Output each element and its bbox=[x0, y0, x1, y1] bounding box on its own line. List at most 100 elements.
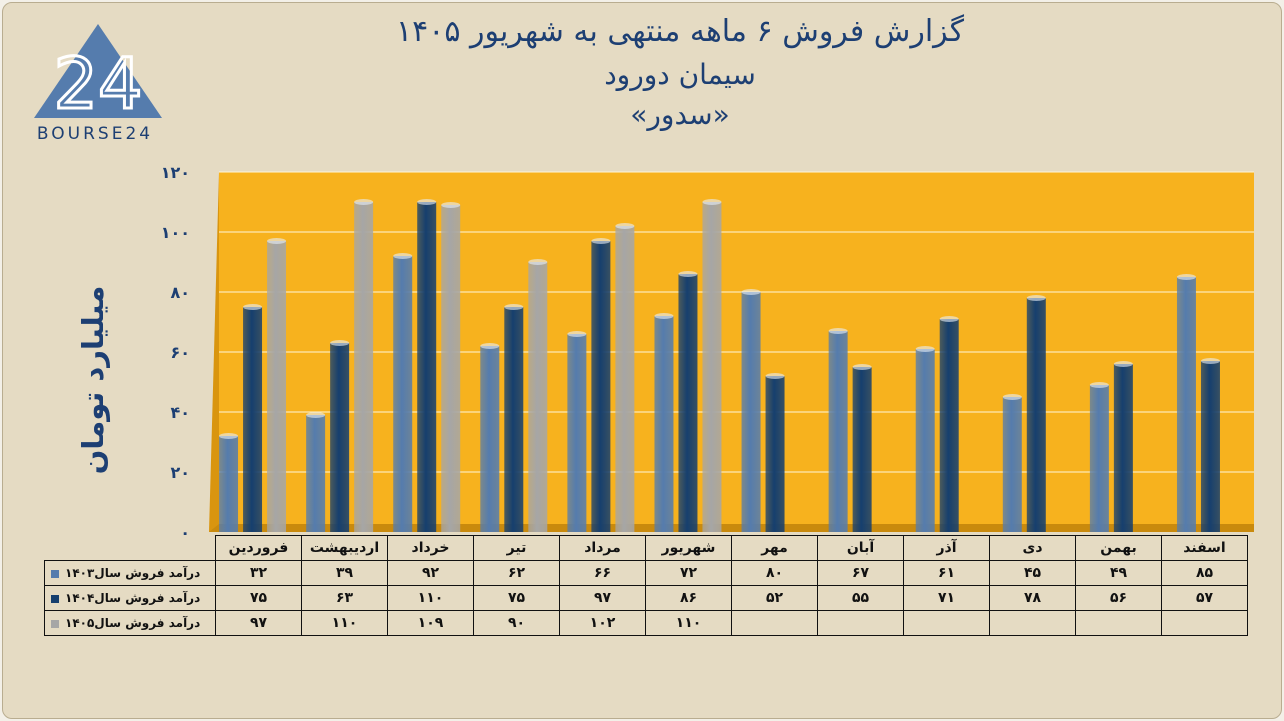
data-label: ۴۵ bbox=[989, 560, 1076, 586]
data-label: ۱۱۰ bbox=[301, 610, 388, 636]
bar-cap bbox=[702, 199, 722, 205]
bar-cap bbox=[1089, 382, 1109, 388]
data-label: ۹۰ bbox=[473, 610, 560, 636]
bar-s1403 bbox=[567, 334, 587, 532]
bar-s1405 bbox=[702, 202, 722, 532]
data-label: ۷۸ bbox=[989, 585, 1076, 611]
logo-triangle bbox=[34, 24, 162, 118]
data-label: ۸۵ bbox=[1161, 560, 1248, 586]
data-label bbox=[1161, 610, 1248, 636]
data-table: فروردین اردیبهشت خرداد تیر مرداد شهریور مهر آبا… bbox=[44, 535, 1248, 636]
month-header: آذر bbox=[903, 535, 990, 561]
bar-s1403 bbox=[219, 436, 239, 532]
y-tick-label: ۶۰ bbox=[170, 343, 190, 362]
bar-cap bbox=[765, 373, 785, 379]
bar-cap bbox=[615, 223, 635, 229]
bar-cap bbox=[330, 340, 350, 346]
bar-s1403 bbox=[654, 316, 674, 532]
data-label: ۱۰۹ bbox=[387, 610, 474, 636]
y-tick-label: ۱۲۰ bbox=[161, 163, 190, 182]
data-label: ۸۶ bbox=[645, 585, 732, 611]
bar-cap bbox=[678, 271, 698, 277]
legend-cell: درآمد فروش سال۱۴۰۳ bbox=[44, 560, 216, 586]
month-header: بهمن bbox=[1075, 535, 1162, 561]
bar-s1405 bbox=[615, 226, 635, 532]
bar-cap bbox=[417, 199, 437, 205]
data-label: ۵۲ bbox=[731, 585, 818, 611]
data-label bbox=[817, 610, 904, 636]
bar-cap bbox=[219, 433, 239, 439]
y-tick-label: ۰ bbox=[180, 523, 190, 542]
bar-s1405 bbox=[267, 241, 287, 532]
bar-cap bbox=[567, 331, 587, 337]
bar-s1404 bbox=[417, 202, 437, 532]
data-label: ۳۹ bbox=[301, 560, 388, 586]
bourse24-logo: 24 bbox=[34, 24, 162, 127]
data-label: ۱۰۲ bbox=[559, 610, 646, 636]
bar-cap bbox=[393, 253, 413, 259]
bar-cap bbox=[654, 313, 674, 319]
data-label bbox=[1075, 610, 1162, 636]
data-label: ۷۵ bbox=[215, 585, 302, 611]
bar-s1404 bbox=[330, 343, 350, 532]
bar-s1404 bbox=[1200, 361, 1220, 532]
legend-cell: درآمد فروش سال۱۴۰۵ bbox=[44, 610, 216, 636]
data-label bbox=[989, 610, 1076, 636]
month-header: فروردین bbox=[215, 535, 302, 561]
bar-cap bbox=[1113, 361, 1133, 367]
plot-side-wall bbox=[209, 172, 219, 532]
month-header: مهر bbox=[731, 535, 818, 561]
month-header: مرداد bbox=[559, 535, 646, 561]
data-label: ۷۲ bbox=[645, 560, 732, 586]
month-header: اسفند bbox=[1161, 535, 1248, 561]
data-label: ۵۶ bbox=[1075, 585, 1162, 611]
month-header: دی bbox=[989, 535, 1076, 561]
bar-cap bbox=[915, 346, 935, 352]
bar-s1404 bbox=[591, 241, 611, 532]
bar-cap bbox=[591, 238, 611, 244]
data-label: ۶۱ bbox=[903, 560, 990, 586]
bar-s1405 bbox=[354, 202, 374, 532]
bar-s1403 bbox=[306, 415, 326, 532]
legend-cell: درآمد فروش سال۱۴۰۴ bbox=[44, 585, 216, 611]
bar-cap bbox=[528, 259, 548, 265]
y-tick-label: ۱۰۰ bbox=[161, 223, 190, 242]
bar-cap bbox=[939, 316, 959, 322]
chart-title: گزارش فروش ۶ ماهه منتهی به شهریور ۱۴۰۵ bbox=[395, 14, 965, 49]
bar-s1405 bbox=[441, 205, 461, 532]
legend-swatch bbox=[51, 619, 59, 628]
data-label: ۶۳ bbox=[301, 585, 388, 611]
bar-cap bbox=[267, 238, 287, 244]
month-header: آبان bbox=[817, 535, 904, 561]
data-label: ۶۲ bbox=[473, 560, 560, 586]
data-label bbox=[731, 610, 818, 636]
bar-s1403 bbox=[828, 331, 848, 532]
bar-cap bbox=[1176, 274, 1196, 280]
legend-label: درآمد فروش سال۱۴۰۴ bbox=[65, 591, 201, 605]
bar-cap bbox=[1026, 295, 1046, 301]
data-label: ۱۱۰ bbox=[387, 585, 474, 611]
bar-s1404 bbox=[1026, 298, 1046, 532]
bar-cap bbox=[354, 199, 374, 205]
bar-s1404 bbox=[852, 367, 872, 532]
data-label: ۴۹ bbox=[1075, 560, 1162, 586]
data-label: ۱۱۰ bbox=[645, 610, 732, 636]
bar-s1404 bbox=[504, 307, 524, 532]
chart-subtitle: سیمان دورود bbox=[604, 58, 756, 91]
data-label bbox=[903, 610, 990, 636]
bar-s1403 bbox=[915, 349, 935, 532]
legend-label: درآمد فروش سال۱۴۰۳ bbox=[65, 566, 201, 580]
bar-cap bbox=[1002, 394, 1022, 400]
month-header: تیر bbox=[473, 535, 560, 561]
bar-s1403 bbox=[1176, 277, 1196, 532]
month-header: خرداد bbox=[387, 535, 474, 561]
bar-cap bbox=[243, 304, 263, 310]
table-row: درآمد فروش سال۱۴۰۳ ۳۲ ۳۹ ۹۲ ۶۲ ۶۶ ۷۲ ۸۰ ۶۷ ۶۱ ۴۵ ۴۹… bbox=[44, 560, 1248, 586]
data-label: ۷۵ bbox=[473, 585, 560, 611]
y-tick-label: ۲۰ bbox=[170, 463, 190, 482]
data-label: ۶۶ bbox=[559, 560, 646, 586]
table-corner bbox=[44, 535, 216, 561]
table-row: درآمد فروش سال۱۴۰۵ ۹۷ ۱۱۰ ۱۰۹ ۹۰ ۱۰۲ ۱۱۰ bbox=[44, 610, 1248, 636]
data-label: ۵۵ bbox=[817, 585, 904, 611]
data-label: ۷۱ bbox=[903, 585, 990, 611]
